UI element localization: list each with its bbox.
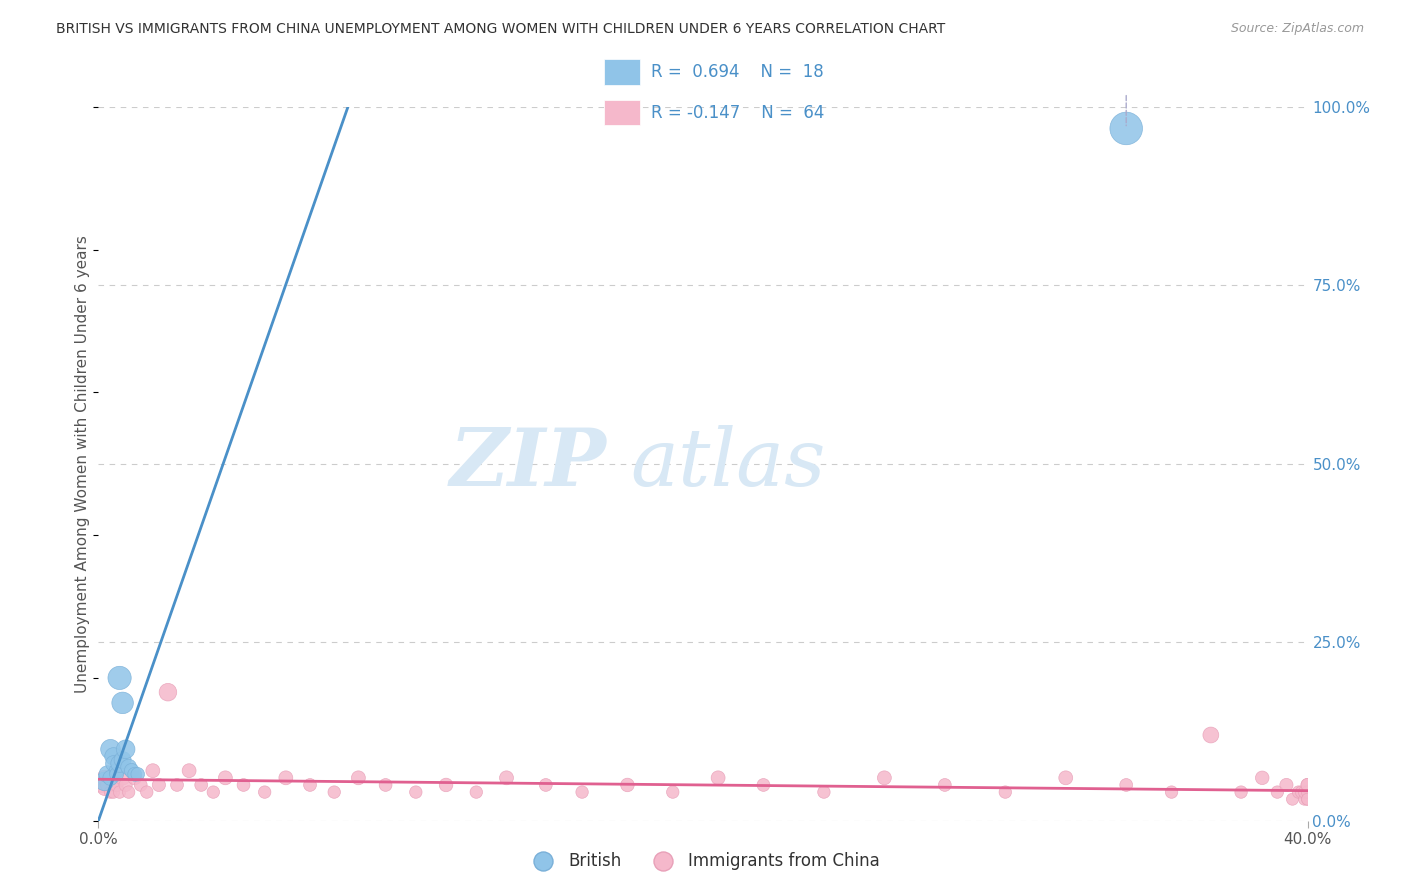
Point xyxy=(129,778,152,792)
Point xyxy=(135,785,157,799)
Point xyxy=(111,753,134,767)
Point xyxy=(274,771,297,785)
Text: R = -0.147    N =  64: R = -0.147 N = 64 xyxy=(651,103,824,121)
Point xyxy=(1267,785,1289,799)
Point xyxy=(93,781,115,796)
Point xyxy=(202,785,225,799)
Legend: British, Immigrants from China: British, Immigrants from China xyxy=(520,846,886,877)
Point xyxy=(1115,121,1137,136)
Point xyxy=(108,671,131,685)
Point xyxy=(299,778,322,792)
Point xyxy=(114,778,136,792)
Point xyxy=(1275,778,1298,792)
Point xyxy=(142,764,165,778)
Point xyxy=(934,778,956,792)
Point xyxy=(111,696,134,710)
Point xyxy=(1281,792,1303,806)
Point xyxy=(707,771,730,785)
Point xyxy=(616,778,638,792)
Point xyxy=(105,767,128,781)
Point xyxy=(534,778,557,792)
Point xyxy=(111,771,134,785)
Point xyxy=(374,778,396,792)
Point xyxy=(434,778,457,792)
Point xyxy=(93,774,115,789)
Point xyxy=(347,771,370,785)
Point xyxy=(103,785,125,799)
Point xyxy=(1296,792,1319,806)
Point xyxy=(96,767,118,781)
Point xyxy=(495,771,517,785)
Point xyxy=(1296,778,1319,792)
Text: atlas: atlas xyxy=(630,425,825,502)
Point xyxy=(1294,785,1316,799)
Point xyxy=(1288,785,1310,799)
Point xyxy=(1230,785,1253,799)
Point xyxy=(1199,728,1222,742)
Point xyxy=(1291,785,1313,799)
Point xyxy=(571,785,593,799)
Point xyxy=(121,764,143,778)
Point xyxy=(100,785,122,799)
Point xyxy=(118,785,141,799)
Point xyxy=(323,785,346,799)
Point xyxy=(100,771,122,785)
Point xyxy=(103,749,125,764)
Point xyxy=(166,778,188,792)
Point xyxy=(105,771,128,785)
Point xyxy=(105,778,128,792)
Point xyxy=(253,785,276,799)
Point xyxy=(994,785,1017,799)
Point xyxy=(103,756,125,771)
Point xyxy=(752,778,775,792)
Point xyxy=(179,764,201,778)
Point xyxy=(118,760,141,774)
Point xyxy=(1115,778,1137,792)
Y-axis label: Unemployment Among Women with Children Under 6 years: Unemployment Among Women with Children U… xyxy=(75,235,90,693)
Point xyxy=(1160,785,1182,799)
Point xyxy=(93,771,115,785)
Point xyxy=(127,767,149,781)
Point xyxy=(1294,792,1316,806)
Point xyxy=(96,778,118,792)
Point xyxy=(214,771,236,785)
Point xyxy=(873,771,896,785)
Point xyxy=(100,771,122,785)
Point xyxy=(232,778,254,792)
Point xyxy=(90,778,112,792)
Point xyxy=(190,778,212,792)
Point xyxy=(108,756,131,771)
Point xyxy=(100,742,122,756)
Point xyxy=(114,742,136,756)
Point xyxy=(662,785,685,799)
Point xyxy=(1296,792,1319,806)
Point xyxy=(813,785,835,799)
Point xyxy=(108,785,131,799)
Point xyxy=(1296,785,1319,799)
Text: BRITISH VS IMMIGRANTS FROM CHINA UNEMPLOYMENT AMONG WOMEN WITH CHILDREN UNDER 6 : BRITISH VS IMMIGRANTS FROM CHINA UNEMPLO… xyxy=(56,22,945,37)
Point xyxy=(148,778,170,792)
Point xyxy=(124,767,146,781)
Bar xyxy=(605,100,640,126)
Text: ZIP: ZIP xyxy=(450,425,606,502)
Text: Source: ZipAtlas.com: Source: ZipAtlas.com xyxy=(1230,22,1364,36)
Point xyxy=(465,785,488,799)
Point xyxy=(105,764,128,778)
Point xyxy=(103,778,125,792)
Point xyxy=(405,785,427,799)
Bar xyxy=(605,59,640,85)
Point xyxy=(1054,771,1077,785)
Point xyxy=(1251,771,1274,785)
Point xyxy=(124,771,146,785)
Point xyxy=(156,685,179,699)
Point xyxy=(1296,778,1319,792)
Text: R =  0.694    N =  18: R = 0.694 N = 18 xyxy=(651,63,824,81)
